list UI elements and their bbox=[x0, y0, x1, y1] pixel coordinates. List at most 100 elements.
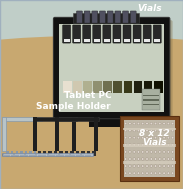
Circle shape bbox=[167, 151, 170, 153]
Circle shape bbox=[146, 144, 148, 146]
Circle shape bbox=[124, 136, 127, 139]
Circle shape bbox=[163, 144, 165, 146]
Bar bbox=[144, 39, 150, 42]
Bar bbox=[143, 104, 159, 105]
Circle shape bbox=[150, 144, 152, 146]
Bar bbox=[76, 151, 79, 156]
Bar bbox=[70, 151, 74, 156]
Text: Vials: Vials bbox=[137, 4, 162, 13]
Bar bbox=[74, 39, 80, 42]
Circle shape bbox=[163, 151, 165, 153]
Bar bbox=[38, 151, 41, 157]
Bar bbox=[154, 39, 160, 42]
Ellipse shape bbox=[0, 36, 183, 70]
FancyBboxPatch shape bbox=[2, 117, 42, 121]
Circle shape bbox=[146, 136, 148, 139]
Circle shape bbox=[154, 151, 157, 153]
Circle shape bbox=[167, 144, 170, 146]
Circle shape bbox=[142, 129, 144, 132]
Circle shape bbox=[163, 136, 165, 139]
Bar bbox=[65, 151, 68, 156]
Circle shape bbox=[137, 129, 140, 132]
FancyBboxPatch shape bbox=[92, 11, 98, 23]
Circle shape bbox=[159, 158, 161, 160]
Bar bbox=[81, 151, 85, 156]
Bar bbox=[73, 81, 82, 93]
Circle shape bbox=[163, 165, 165, 167]
Text: Vials: Vials bbox=[142, 138, 167, 147]
Circle shape bbox=[129, 158, 131, 160]
Bar bbox=[134, 81, 142, 93]
Circle shape bbox=[171, 165, 174, 167]
Bar bbox=[143, 95, 159, 96]
Bar bbox=[123, 161, 176, 164]
Circle shape bbox=[129, 122, 131, 125]
Circle shape bbox=[171, 172, 174, 174]
Circle shape bbox=[150, 158, 152, 160]
Circle shape bbox=[142, 172, 144, 174]
Circle shape bbox=[146, 151, 148, 153]
Circle shape bbox=[163, 122, 165, 125]
Circle shape bbox=[142, 151, 144, 153]
Circle shape bbox=[167, 129, 170, 132]
Bar bbox=[92, 151, 96, 156]
Bar bbox=[34, 151, 36, 157]
Circle shape bbox=[142, 136, 144, 139]
FancyBboxPatch shape bbox=[89, 116, 134, 127]
Bar bbox=[104, 39, 110, 42]
Circle shape bbox=[133, 144, 135, 146]
Circle shape bbox=[124, 158, 127, 160]
Circle shape bbox=[129, 172, 131, 174]
FancyBboxPatch shape bbox=[143, 25, 151, 43]
Bar bbox=[70, 151, 74, 156]
Text: Sample Holder: Sample Holder bbox=[36, 102, 111, 111]
Circle shape bbox=[150, 172, 152, 174]
Bar bbox=[55, 117, 59, 151]
Circle shape bbox=[133, 129, 135, 132]
Circle shape bbox=[159, 165, 161, 167]
Circle shape bbox=[146, 158, 148, 160]
Circle shape bbox=[171, 151, 174, 153]
Bar bbox=[20, 151, 23, 157]
Bar bbox=[124, 120, 175, 177]
FancyBboxPatch shape bbox=[100, 11, 105, 23]
Bar bbox=[59, 24, 164, 112]
Bar bbox=[2, 153, 93, 156]
Circle shape bbox=[171, 144, 174, 146]
FancyBboxPatch shape bbox=[142, 89, 160, 110]
Bar bbox=[48, 151, 52, 156]
Text: Tablet PC: Tablet PC bbox=[64, 91, 112, 100]
Circle shape bbox=[142, 165, 144, 167]
FancyBboxPatch shape bbox=[63, 25, 71, 43]
FancyBboxPatch shape bbox=[120, 116, 179, 181]
Circle shape bbox=[124, 172, 127, 174]
Bar bbox=[54, 151, 57, 156]
FancyBboxPatch shape bbox=[83, 25, 91, 43]
FancyBboxPatch shape bbox=[115, 11, 121, 23]
FancyBboxPatch shape bbox=[56, 20, 173, 122]
Circle shape bbox=[171, 136, 174, 139]
Circle shape bbox=[146, 165, 148, 167]
Circle shape bbox=[154, 129, 157, 132]
Circle shape bbox=[129, 165, 131, 167]
Bar bbox=[33, 117, 77, 121]
Bar bbox=[94, 39, 100, 42]
Circle shape bbox=[167, 136, 170, 139]
Bar bbox=[33, 117, 37, 151]
Circle shape bbox=[124, 129, 127, 132]
Circle shape bbox=[171, 158, 174, 160]
Circle shape bbox=[137, 172, 140, 174]
Circle shape bbox=[137, 136, 140, 139]
Circle shape bbox=[142, 122, 144, 125]
FancyBboxPatch shape bbox=[2, 117, 6, 151]
Circle shape bbox=[142, 144, 144, 146]
Bar bbox=[6, 151, 9, 157]
Circle shape bbox=[142, 158, 144, 160]
Circle shape bbox=[159, 172, 161, 174]
Circle shape bbox=[171, 122, 174, 125]
FancyBboxPatch shape bbox=[73, 25, 81, 43]
Bar bbox=[55, 117, 99, 121]
Circle shape bbox=[154, 144, 157, 146]
Circle shape bbox=[133, 151, 135, 153]
Circle shape bbox=[137, 144, 140, 146]
